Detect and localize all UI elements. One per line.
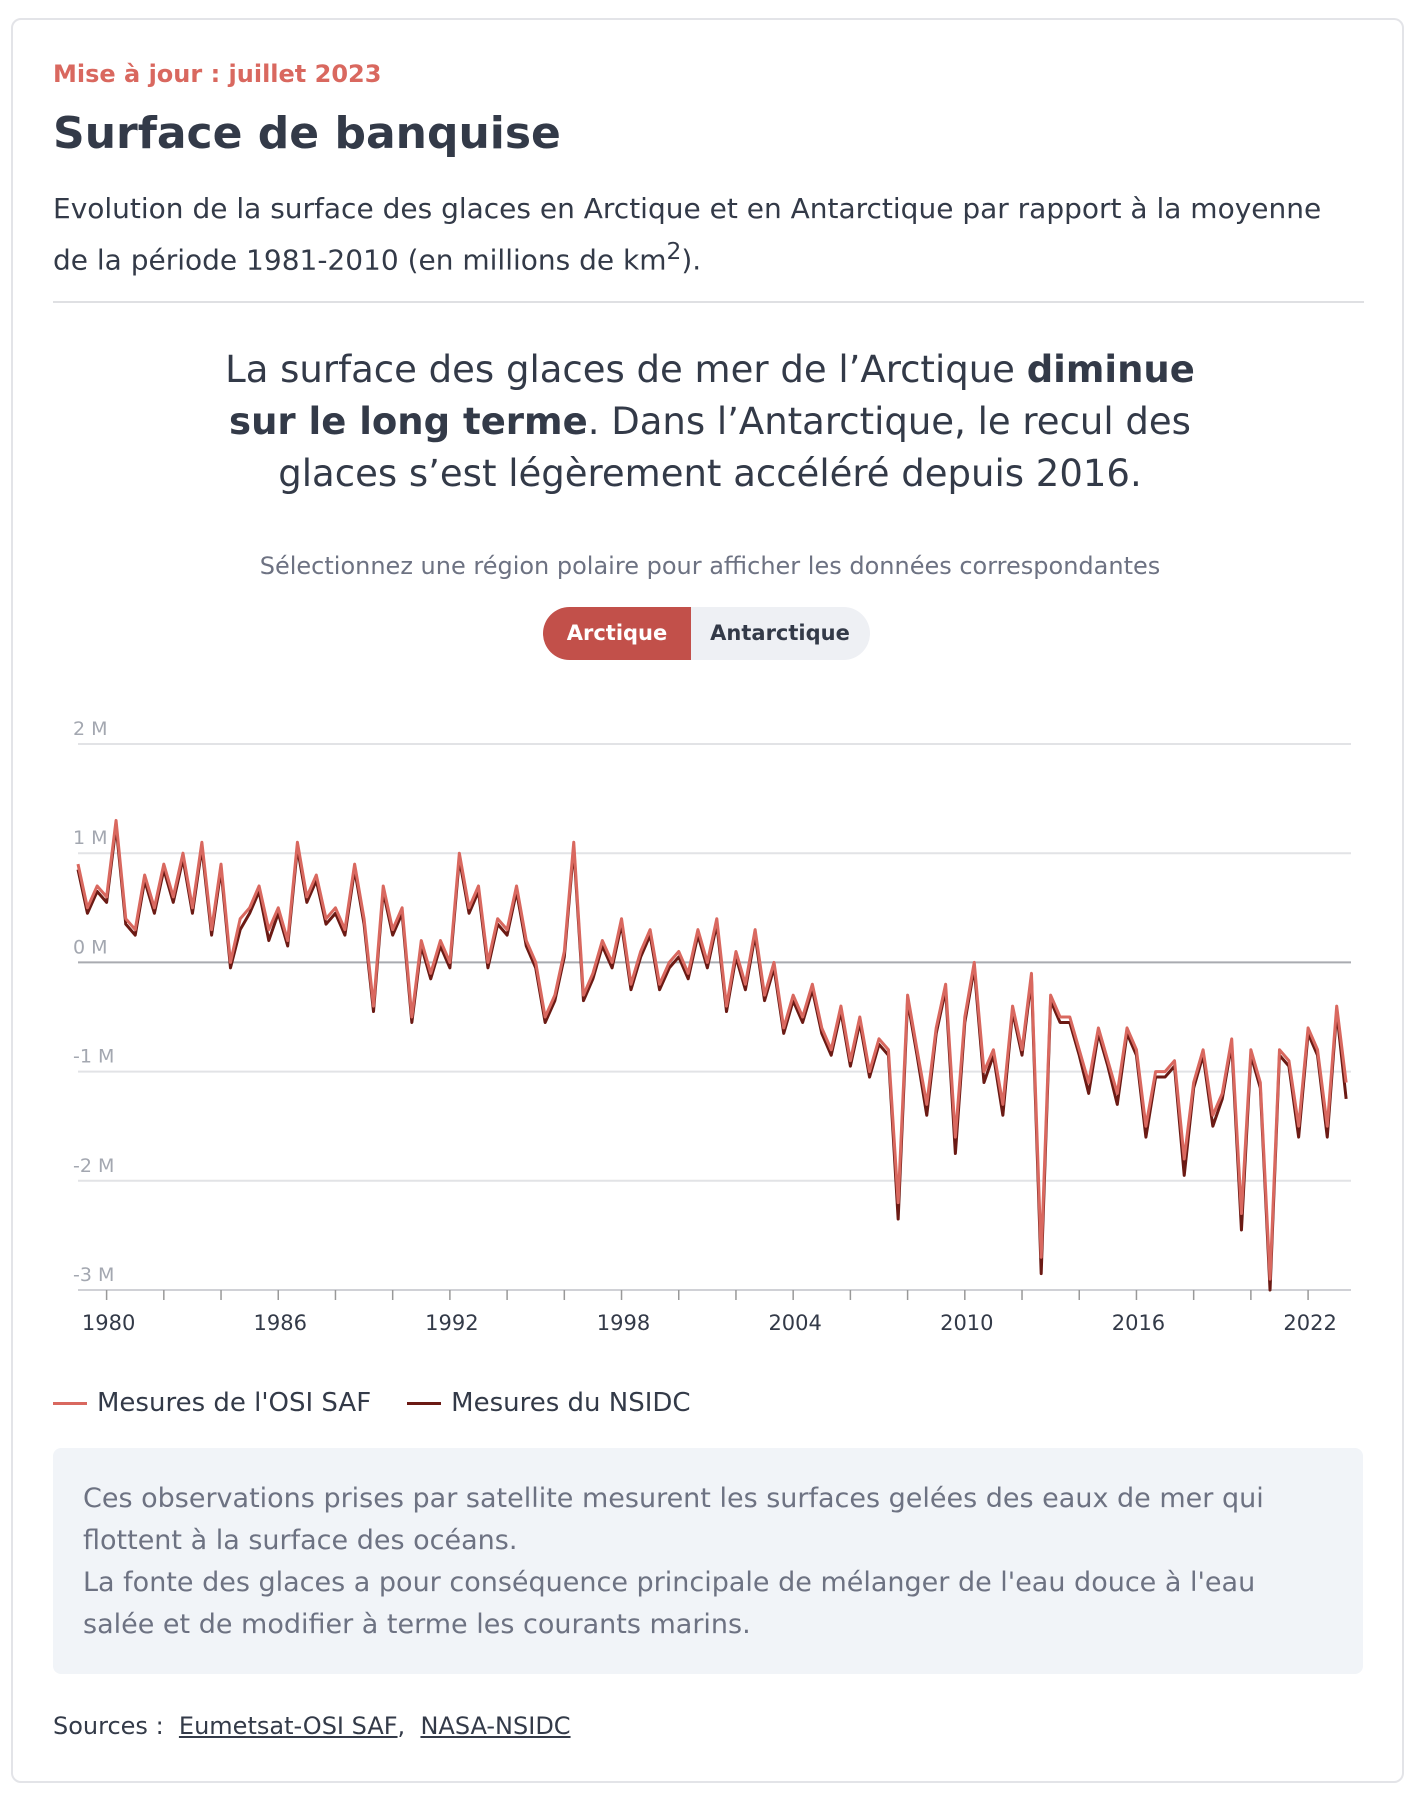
x-tick-label: 1992 (425, 1311, 478, 1335)
x-tick-label: 2016 (1112, 1311, 1165, 1335)
x-tick-label: 1998 (597, 1311, 650, 1335)
headline-text: La surface des glaces de mer de l’Arctiq… (225, 348, 1027, 391)
title: Surface de banquise (53, 108, 561, 159)
subtitle: Evolution de la surface des glaces en Ar… (53, 188, 1353, 281)
region-button[interactable]: Arctique (543, 607, 691, 660)
y-tick-label: -2 M (73, 1155, 114, 1177)
separator: , (397, 1712, 406, 1740)
sources-label: Sources : (53, 1712, 164, 1740)
update-date: Mise à jour : juillet 2023 (53, 60, 382, 88)
y-tick-label: -3 M (73, 1264, 114, 1286)
y-tick-label: -1 M (73, 1046, 114, 1068)
headline: La surface des glaces de mer de l’Arctiq… (200, 344, 1220, 500)
note: Ces observations prises par satellite me… (53, 1448, 1363, 1674)
x-tick-label: 2010 (940, 1311, 993, 1335)
data-line (76, 824, 1348, 1292)
divider (53, 301, 1364, 303)
x-tick-label: 2022 (1283, 1311, 1336, 1335)
y-tick-label: 1 M (73, 827, 108, 849)
data-line (76, 818, 1348, 1281)
sources: Sources : Eumetsat-OSI SAF, NASA-NSIDC (53, 1712, 571, 1740)
subtitle-text: Evolution de la surface des glaces en Ar… (53, 192, 1322, 277)
chart: -3 M -2 M -1 M 0 M 1 M 2 M 1980 1986 1992 1998 200… (73, 718, 1351, 1335)
card (11, 18, 1404, 1783)
x-tick-label: 2004 (768, 1311, 821, 1335)
source-link[interactable]: NASA-NSIDC (420, 1712, 571, 1740)
source-link[interactable]: Eumetsat-OSI SAF (178, 1712, 398, 1740)
x-tick-label: 1986 (254, 1311, 307, 1335)
headline-text: . Dans l’Antarctique, le recul des glace… (278, 400, 1191, 495)
legend-label: Mesures du NSIDC (451, 1388, 691, 1418)
note-text: La fonte des glaces a pour conséquence p… (83, 1567, 1256, 1640)
region-button[interactable]: Antarctique (670, 607, 870, 660)
legend-swatch (53, 1401, 87, 1405)
legend-item: Mesures de l'OSI SAF (53, 1388, 371, 1418)
superscript: 2 (666, 237, 682, 265)
prompt: Sélectionnez une région polaire pour aff… (259, 552, 1161, 580)
y-tick-label: 2 M (73, 718, 108, 740)
legend: Mesures de l'OSI SAF Mesures du NSIDC (53, 1388, 691, 1418)
legend-swatch (407, 1401, 442, 1405)
note-text: Ces observations prises par satellite me… (83, 1483, 1264, 1556)
x-tick-label: 1980 (82, 1311, 135, 1335)
legend-item: Mesures du NSIDC (407, 1388, 691, 1418)
legend-label: Mesures de l'OSI SAF (97, 1388, 372, 1418)
headline-bold: diminue sur le long terme (229, 348, 1195, 443)
y-tick-label: 0 M (73, 936, 108, 958)
subtitle-end: ). (681, 243, 702, 277)
